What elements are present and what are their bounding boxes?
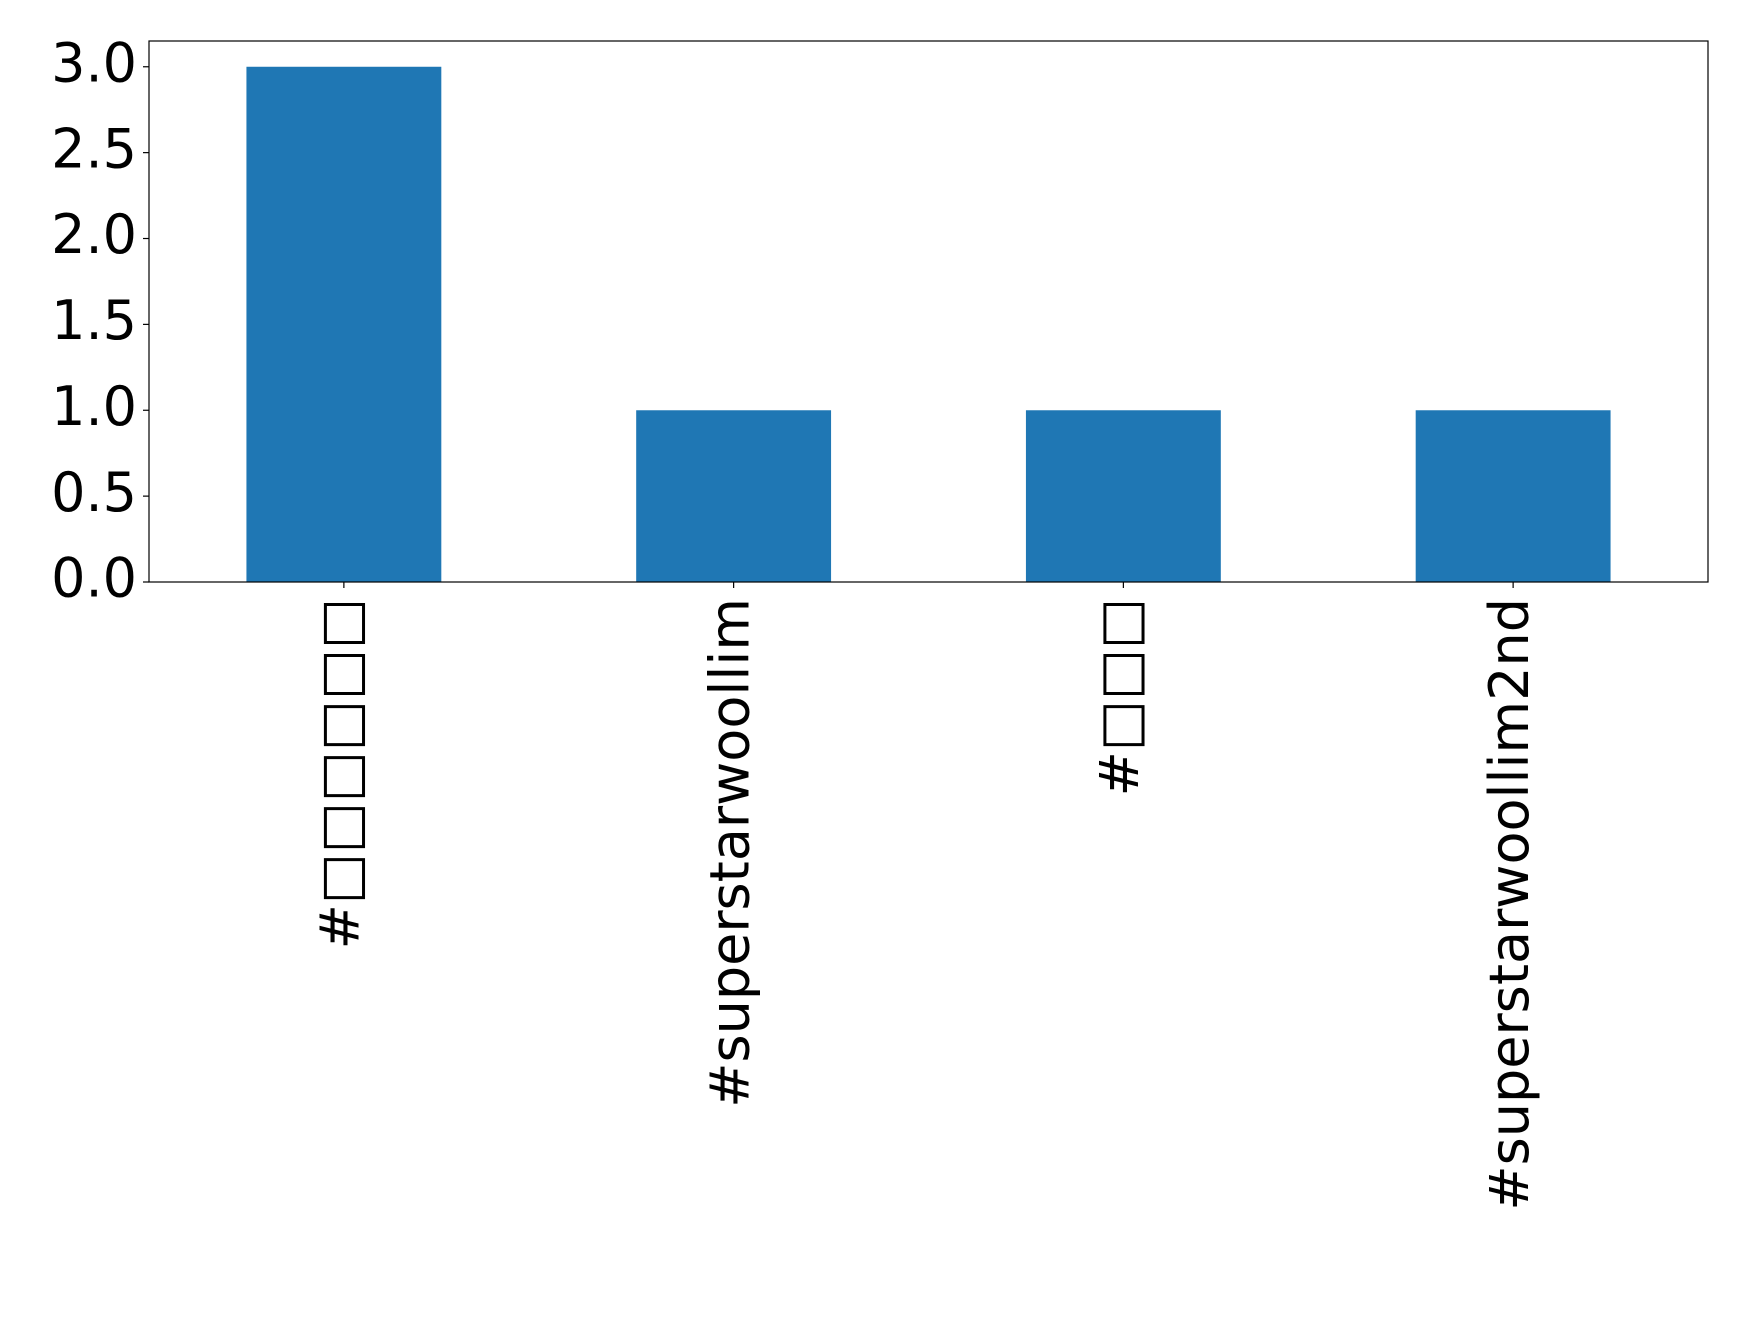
y-tick-label: 2.5 [51,117,137,180]
x-tick-label: #□□□ [1088,598,1151,796]
bar [1415,410,1611,582]
y-tick-label: 3.0 [51,31,137,94]
bar [1025,410,1221,582]
y-tick-label: 2.0 [51,203,137,266]
y-tick-label: 0.0 [51,547,137,610]
x-tick-label: #□□□□□□ [309,598,372,949]
y-tick-label: 0.5 [51,461,137,524]
axes-frame [148,40,1709,583]
y-tick-label: 1.0 [51,375,137,438]
x-tick-label: #superstarwoollim [698,598,761,1108]
bar [636,410,832,582]
y-tick-label: 1.5 [51,289,137,352]
x-tick-label: #superstarwoollim2nd [1478,598,1541,1211]
bar [246,66,442,582]
